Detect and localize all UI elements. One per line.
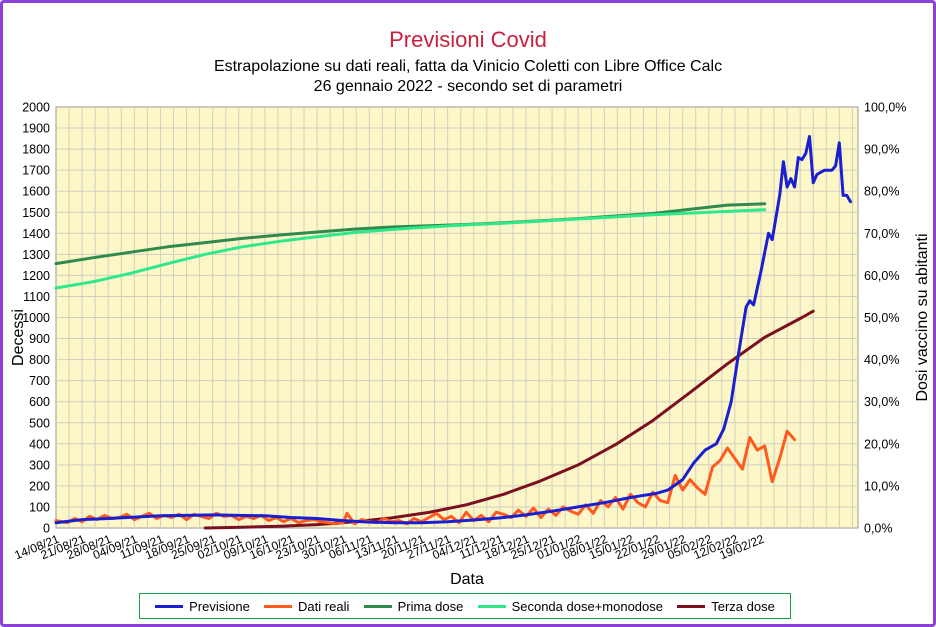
- y2-tick-label: 50,0%: [864, 311, 899, 325]
- y2-tick-label: 10,0%: [864, 479, 899, 493]
- legend-label: Previsione: [189, 598, 250, 614]
- y2-tick-label: 80,0%: [864, 185, 899, 199]
- y2-tick-label: 30,0%: [864, 395, 899, 409]
- y2-tick-label: 20,0%: [864, 437, 899, 451]
- chart-subtitle-line-1: Estrapolazione su dati reali, fatta da V…: [213, 58, 723, 75]
- chart-legend: Previsione Dati reali Prima dose Seconda do…: [139, 593, 791, 619]
- legend-label: Prima dose: [397, 598, 464, 614]
- y-tick-label: 1900: [22, 122, 50, 136]
- series-line-seconda-dose-monodose: [54, 208, 767, 290]
- y-tick-label: 300: [29, 458, 50, 472]
- y-tick-label: 1500: [22, 206, 50, 220]
- y-tick-label: 1600: [22, 185, 50, 199]
- series-line-previsione: [54, 135, 852, 525]
- y2-tick-label: 40,0%: [864, 353, 899, 367]
- y2-tick-label: 90,0%: [864, 143, 899, 157]
- y-tick-label: 1400: [22, 227, 50, 241]
- legend-item: Previsione: [155, 599, 250, 614]
- y-tick-label: 500: [29, 416, 50, 430]
- y-tick-label: 1300: [22, 248, 50, 262]
- legend-item: Seconda dose+monodose: [477, 598, 663, 614]
- y-axis-label: Decessi: [10, 309, 27, 366]
- legend-swatch: [155, 604, 184, 608]
- legend-swatch: [477, 604, 506, 608]
- y-tick-label: 2000: [22, 101, 50, 115]
- legend-label: Seconda dose+monodose: [511, 598, 663, 614]
- legend-label: Dati reali: [298, 598, 350, 614]
- y2-axis-label: Dosi vaccino su abitanti: [914, 233, 931, 401]
- y-tick-label: 1000: [22, 311, 50, 325]
- series-line-terza-dose: [203, 309, 815, 530]
- y2-tick-label: 60,0%: [864, 269, 899, 283]
- legend-item: Terza dose: [677, 599, 775, 614]
- chart-title: Previsioni Covid: [389, 27, 547, 52]
- y2-tick-label: 70,0%: [864, 227, 899, 241]
- y-tick-label: 200: [29, 479, 50, 493]
- chart-svg: 0 100 200 300 400 500 600 700 800 900 1000 1100 1200…: [10, 101, 931, 589]
- legend-swatch: [264, 604, 293, 608]
- x-axis-label: Data: [450, 571, 484, 588]
- y-tick-label: 1700: [22, 164, 50, 178]
- y-tick-label: 900: [29, 332, 50, 346]
- y-tick-label: 1200: [22, 269, 50, 283]
- legend-swatch: [363, 604, 392, 608]
- legend-label: Terza dose: [711, 598, 775, 614]
- legend-item: Prima dose: [363, 598, 464, 614]
- legend-swatch: [677, 604, 706, 608]
- y-tick-label: 1100: [23, 290, 50, 304]
- y-tick-label: 800: [29, 353, 50, 367]
- y-tick-label: 400: [29, 437, 50, 451]
- y-tick-label: 600: [29, 395, 50, 409]
- y-tick-label: 1800: [22, 143, 50, 157]
- chart-subtitle-line-2: 26 gennaio 2022 - secondo set di paramet…: [313, 78, 623, 95]
- y-tick-label: 0: [43, 522, 50, 536]
- y-tick-label: 700: [29, 374, 50, 388]
- y2-tick-label: 100,0%: [864, 101, 906, 115]
- legend-item: Dati reali: [264, 599, 349, 614]
- y2-tick-label: 0,0%: [864, 522, 893, 536]
- y-tick-label: 100: [29, 500, 50, 514]
